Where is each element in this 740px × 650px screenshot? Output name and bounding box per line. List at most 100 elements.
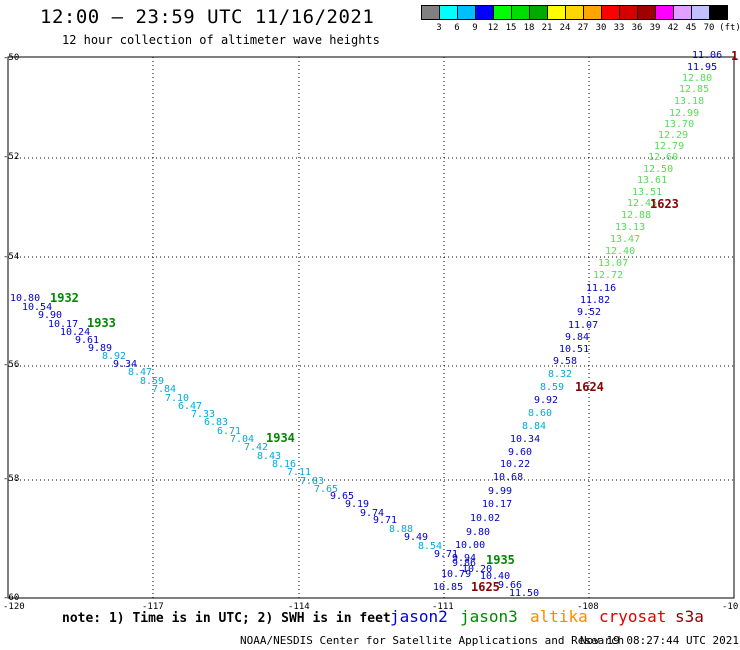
sat-jason2: jason2 — [390, 607, 448, 626]
wave-height-value: 9.99 — [488, 486, 513, 497]
wave-height-value: 9.52 — [577, 307, 602, 318]
lon-label: -10 — [722, 602, 739, 612]
wave-height-value: 12.72 — [593, 270, 624, 281]
credit-line: NOAA/NESDIS Center for Satellite Applica… — [240, 634, 625, 647]
wave-height-value: 9.94 — [452, 553, 477, 564]
legend-label: 36 — [631, 23, 643, 33]
map-title: 12:00 – 23:59 UTC 11/16/2021 — [40, 6, 375, 28]
legend-label: 15 — [505, 23, 517, 33]
wave-height-value: 8.59 — [140, 376, 165, 387]
pass-label-1935: 1935 — [486, 553, 515, 567]
legend-label: 21 — [541, 23, 553, 33]
wave-height-value: 12.50 — [643, 164, 674, 175]
wave-height-value: 10.54 — [22, 302, 53, 313]
wave-height-value: 8.88 — [389, 524, 414, 535]
wave-height-value: 13.70 — [664, 119, 695, 130]
wave-height-value: 9.71 — [434, 549, 459, 560]
lon-label: -111 — [432, 602, 454, 612]
lat-label: -58 — [3, 474, 20, 484]
map-frame — [7, 56, 735, 599]
lat-label: -60 — [3, 593, 20, 603]
wave-height-value: 10.34 — [510, 434, 541, 445]
legend-swatch — [709, 5, 728, 20]
wave-height-value: 9.92 — [534, 395, 559, 406]
wave-height-value: 9.66 — [498, 580, 523, 591]
legend-label: 24 — [559, 23, 571, 33]
wave-height-value: 13.61 — [637, 175, 668, 186]
wave-height-value: 9.61 — [75, 335, 100, 346]
wave-height-value: 13.07 — [598, 258, 629, 269]
wave-height-value: 10.24 — [60, 327, 91, 338]
lat-label: -54 — [3, 252, 20, 262]
wave-height-value: 9.60 — [508, 447, 533, 458]
lon-label: -108 — [577, 602, 599, 612]
wave-height-value: 9.49 — [404, 532, 429, 543]
sat-jason3: jason3 — [460, 607, 518, 626]
wave-height-value: 13.51 — [632, 187, 663, 198]
legend-label: 39 — [649, 23, 661, 33]
legend-label: 3 — [436, 23, 442, 33]
wave-height-value: 9.34 — [113, 359, 138, 370]
legend-label: 18 — [523, 23, 535, 33]
legend-label: 27 — [577, 23, 589, 33]
lon-label: -120 — [3, 602, 25, 612]
wave-height-value: 12.85 — [679, 84, 710, 95]
pass-label-1625: 1625 — [471, 580, 500, 594]
wave-height-value: 8.32 — [548, 369, 573, 380]
wave-height-value: 7.10 — [165, 393, 190, 404]
wave-height-value: 10.85 — [433, 582, 464, 593]
legend-label: 33 — [613, 23, 625, 33]
wave-height-value: 11.07 — [568, 320, 599, 331]
wave-height-value: 10.40 — [480, 571, 511, 582]
wave-height-value: 13.47 — [610, 234, 641, 245]
wave-height-value: 10.02 — [470, 513, 501, 524]
wave-height-value: 9.58 — [553, 356, 578, 367]
wave-height-value: 7.04 — [230, 434, 255, 445]
wave-height-value: 7.84 — [152, 384, 177, 395]
wave-height-value: 7.65 — [314, 484, 339, 495]
wave-height-value: 10.20 — [462, 564, 493, 575]
wave-height-value: 8.92 — [102, 351, 127, 362]
wave-height-value: 9.84 — [565, 332, 590, 343]
wave-height-value: 9.19 — [345, 499, 370, 510]
legend-label: 12 — [487, 23, 499, 33]
legend-label: 70 — [703, 23, 715, 33]
wave-height-value: 12.60 — [648, 152, 679, 163]
wave-height-value: 8.60 — [528, 408, 553, 419]
sat-s3a: s3a — [675, 607, 704, 626]
wave-height-value: 10.17 — [48, 319, 79, 330]
lat-label: -50 — [3, 53, 20, 63]
lat-label: -52 — [3, 152, 20, 162]
legend-label: 42 — [667, 23, 679, 33]
wave-height-value: 12.45 — [627, 198, 658, 209]
pass-label-1932: 1932 — [50, 291, 79, 305]
wave-height-value: 10.80 — [10, 293, 41, 304]
wave-height-value: 10.00 — [455, 540, 486, 551]
wave-height-value: 7.42 — [244, 442, 269, 453]
wave-height-value: 8.84 — [522, 421, 547, 432]
wave-height-value: 9.80 — [466, 527, 491, 538]
wave-height-value: 12.40 — [605, 246, 636, 257]
wave-height-value: 9.90 — [38, 310, 63, 321]
sat-cryosat: cryosat — [599, 607, 667, 626]
legend-unit: (ft) — [719, 23, 740, 33]
wave-height-value: 10.17 — [482, 499, 513, 510]
wave-height-value: 6.71 — [217, 426, 242, 437]
wave-height-value: 7.33 — [191, 409, 216, 420]
wave-height-value: 10.22 — [500, 459, 531, 470]
pass-label-1934: 1934 — [266, 431, 295, 445]
wave-height-value: 12.29 — [658, 130, 689, 141]
lon-label: -117 — [142, 602, 164, 612]
pass-label-1623: 1623 — [650, 197, 679, 211]
pass-label-edge: 1 — [731, 49, 739, 63]
pass-label-1933: 1933 — [87, 316, 116, 330]
wave-height-value: 8.47 — [128, 367, 153, 378]
legend-label: 6 — [454, 23, 460, 33]
wave-height-value: 11.06 — [692, 50, 723, 61]
wave-height-value: 10.79 — [441, 569, 472, 580]
wave-height-value: 9.86 — [452, 558, 477, 569]
generated-timestamp: Nov 19 08:27:44 UTC 2021 — [580, 634, 739, 647]
wave-height-value: 6.47 — [178, 401, 203, 412]
lat-label: -56 — [3, 360, 20, 370]
